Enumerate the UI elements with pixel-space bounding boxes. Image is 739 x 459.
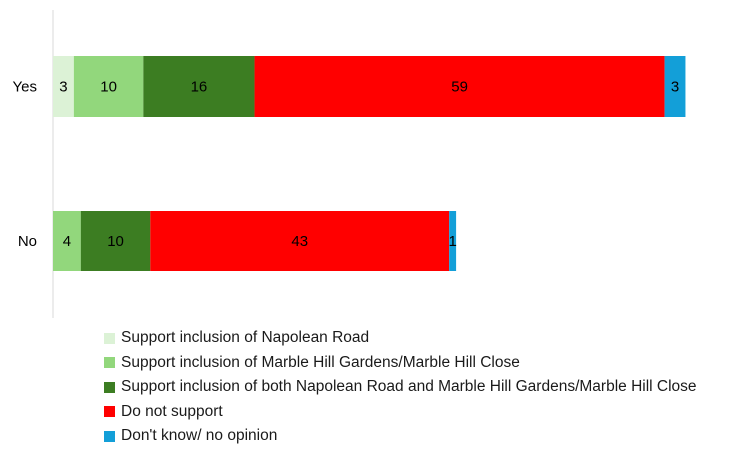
value-label-yes-series-4: 3 bbox=[671, 79, 679, 96]
legend-swatch bbox=[104, 357, 115, 369]
legend-label: Don't know/ no opinion bbox=[121, 427, 278, 445]
value-label-no-series-2: 10 bbox=[107, 233, 124, 250]
legend-swatch bbox=[104, 381, 115, 393]
category-label-yes: Yes bbox=[13, 79, 37, 96]
bars-layer bbox=[53, 56, 686, 271]
value-label-yes-series-0: 3 bbox=[59, 79, 67, 96]
legend-label: Do not support bbox=[121, 402, 223, 420]
value-label-yes-series-2: 16 bbox=[191, 79, 208, 96]
legend-swatch bbox=[104, 332, 115, 344]
value-labels-layer: 3 10 16 59 3 4 10 43 1 bbox=[59, 79, 679, 251]
legend-swatch bbox=[104, 406, 115, 418]
legend-item-0: Support inclusion of Napolean Road bbox=[104, 326, 697, 351]
legend-item-2: Support inclusion of both Napolean Road … bbox=[104, 375, 697, 400]
bar-segment-no-series-3 bbox=[150, 211, 450, 271]
value-label-no-series-3: 43 bbox=[291, 233, 308, 250]
legend-label: Support inclusion of Marble Hill Gardens… bbox=[121, 353, 520, 371]
legend-item-1: Support inclusion of Marble Hill Gardens… bbox=[104, 351, 697, 376]
value-label-no-series-4: 1 bbox=[448, 233, 456, 250]
stacked-bar-chart: 3 10 16 59 3 4 10 43 1 Yes No bbox=[13, 10, 686, 318]
value-label-yes-series-1: 10 bbox=[100, 79, 117, 96]
bar-segment-no-series-4 bbox=[449, 211, 457, 271]
value-label-no-series-1: 4 bbox=[63, 233, 71, 250]
legend-item-3: Do not support bbox=[104, 400, 697, 425]
bar-segment-no-series-1 bbox=[53, 211, 81, 271]
bar-segment-yes-series-3 bbox=[254, 56, 665, 117]
bar-segment-yes-series-4 bbox=[664, 56, 686, 117]
legend-label: Support inclusion of both Napolean Road … bbox=[121, 378, 697, 396]
bar-segment-yes-series-0 bbox=[53, 56, 74, 117]
category-label-no: No bbox=[18, 233, 37, 250]
legend-label: Support inclusion of Napolean Road bbox=[121, 329, 370, 347]
legend: Support inclusion of Napolean Road Suppor… bbox=[104, 326, 697, 449]
bar-segment-yes-series-1 bbox=[73, 56, 144, 117]
legend-swatch bbox=[104, 430, 115, 442]
category-labels-layer: Yes No bbox=[13, 79, 37, 251]
bar-segment-yes-series-2 bbox=[143, 56, 255, 117]
legend-item-4: Don't know/ no opinion bbox=[104, 424, 697, 449]
value-label-yes-series-3: 59 bbox=[451, 79, 468, 96]
bar-segment-no-series-2 bbox=[80, 211, 151, 271]
